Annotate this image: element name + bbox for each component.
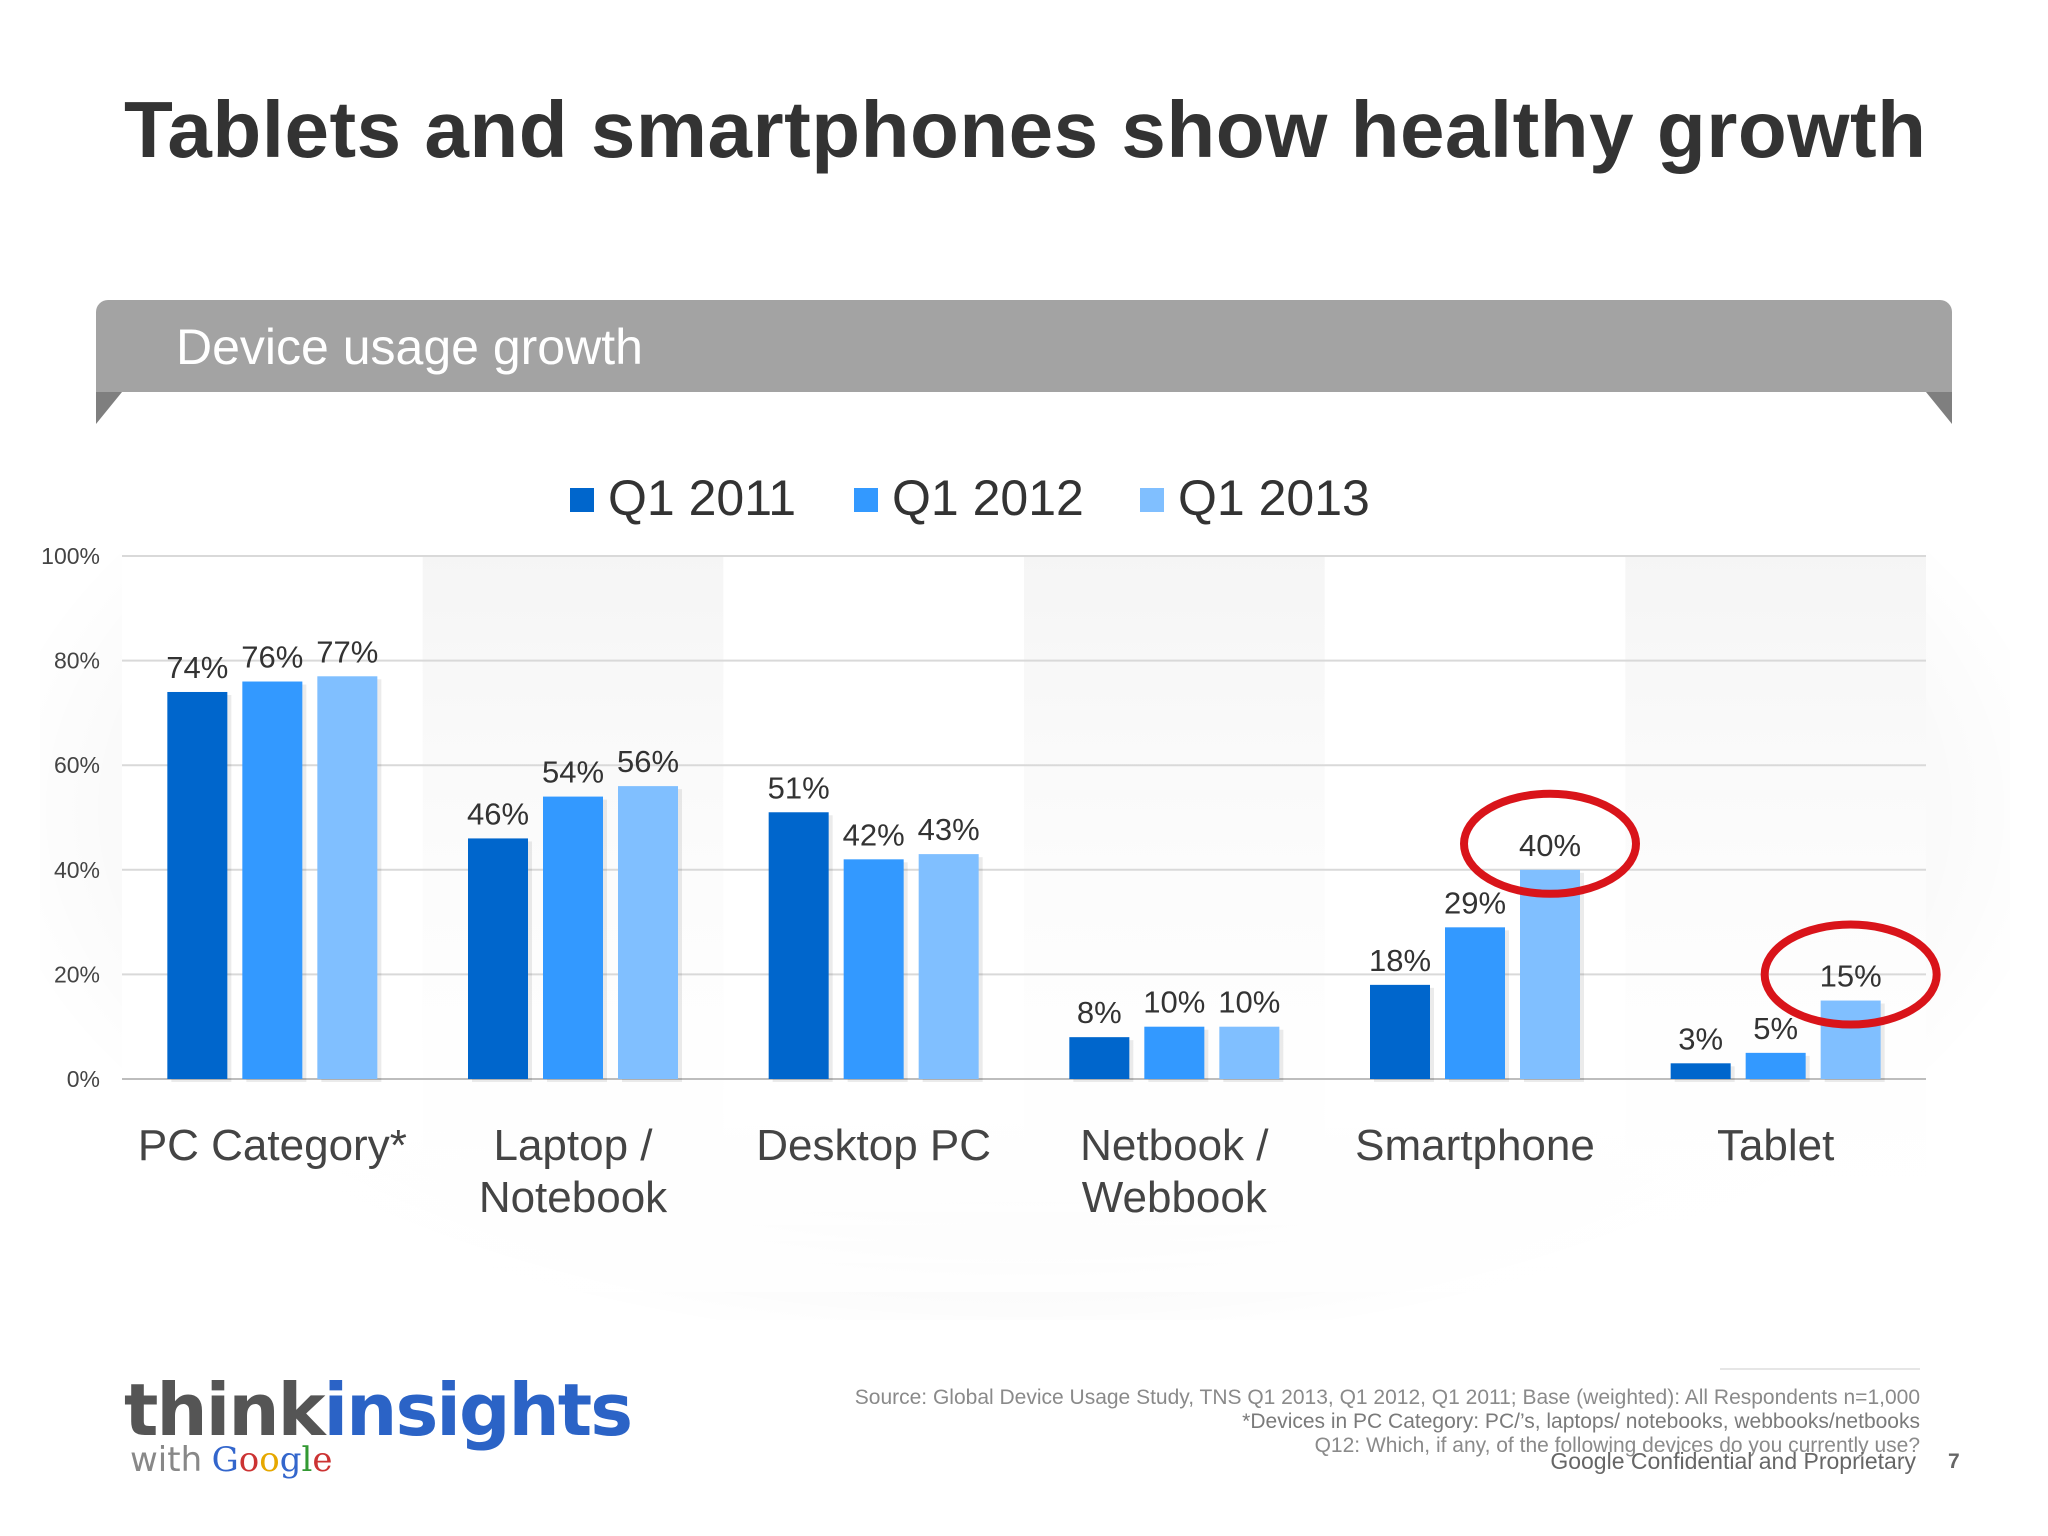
data-label: 43%	[918, 812, 980, 847]
legend-label: Q1 2013	[1178, 470, 1370, 526]
data-label: 15%	[1820, 959, 1882, 994]
data-label: 18%	[1369, 943, 1431, 978]
thinkinsights-logo: thinkinsights	[124, 1368, 634, 1452]
logo-with-text: with	[130, 1440, 203, 1480]
google-letter: e	[312, 1440, 333, 1480]
google-letter: o	[238, 1440, 260, 1480]
highlight-ellipse	[1760, 920, 1941, 1029]
y-tick-label: 40%	[54, 857, 100, 883]
category-label: Laptop / Notebook	[479, 1121, 668, 1222]
legend-swatch	[854, 488, 878, 512]
google-letter: o	[259, 1440, 280, 1480]
logo-think-text: think	[124, 1368, 325, 1452]
y-tick-label: 0%	[67, 1066, 100, 1092]
bar	[468, 838, 528, 1079]
footnote-line: *Devices in PC Category: PC/’s, laptops/…	[1242, 1410, 1920, 1433]
category-label: Tablet	[1717, 1121, 1834, 1170]
category-label: Netbook / Webbook	[1080, 1121, 1269, 1222]
data-label: 40%	[1519, 828, 1581, 863]
panel-header	[96, 300, 1952, 392]
category-shade	[1024, 556, 1325, 1296]
page-number: 7	[1948, 1450, 1960, 1473]
y-tick-label: 60%	[54, 752, 100, 778]
source-notes: Source: Global Device Usage Study, TNS Q…	[855, 1386, 1920, 1458]
panel-header-fold-right	[1926, 392, 1952, 424]
bar	[1670, 1063, 1731, 1079]
bar	[1820, 1000, 1881, 1079]
data-label: 56%	[617, 744, 679, 779]
bar	[1445, 927, 1505, 1079]
data-label: 51%	[768, 770, 830, 805]
data-label: 46%	[467, 796, 529, 831]
bar	[1219, 1026, 1280, 1079]
category-label: PC Category*	[138, 1121, 407, 1170]
legend-swatch	[1140, 488, 1164, 512]
panel-header-fold-left	[96, 392, 122, 424]
legend-swatch	[570, 488, 594, 512]
bar	[768, 812, 829, 1079]
bar	[918, 854, 979, 1079]
google-letter: g	[279, 1440, 302, 1480]
data-label: 8%	[1077, 995, 1122, 1030]
data-label: 76%	[241, 640, 303, 675]
panel-title: Device usage growth	[176, 319, 643, 375]
data-label: 5%	[1753, 1011, 1798, 1046]
confidential-notice: Google Confidential and Proprietary	[1550, 1448, 1916, 1474]
data-label: 77%	[316, 634, 378, 669]
bar	[618, 786, 678, 1079]
google-wordmark: Google	[211, 1440, 333, 1480]
highlight-ellipse	[1460, 789, 1640, 898]
source-line: Source: Global Device Usage Study, TNS Q…	[854, 1386, 1920, 1409]
y-tick-label: 80%	[54, 648, 100, 674]
logo-insights-text: insights	[323, 1368, 634, 1452]
bar	[1370, 984, 1430, 1079]
with-google-logo: with Google	[130, 1440, 333, 1480]
bar	[242, 681, 303, 1079]
data-label: 10%	[1218, 985, 1280, 1020]
source-divider	[1720, 1368, 1920, 1370]
data-label: 29%	[1444, 885, 1506, 920]
bar	[317, 676, 378, 1079]
question-line: Q12: Which, if any, of the following dev…	[1314, 1434, 1920, 1457]
legend-label: Q1 2012	[892, 470, 1084, 526]
google-letter: G	[211, 1440, 239, 1480]
bar	[1144, 1026, 1205, 1079]
category-label: Smartphone	[1355, 1121, 1595, 1170]
data-label: 3%	[1678, 1021, 1723, 1056]
data-label: 74%	[166, 650, 228, 685]
data-label: 42%	[843, 817, 905, 852]
data-label: 10%	[1143, 985, 1205, 1020]
y-tick-label: 20%	[54, 961, 100, 987]
slide-title: Tablets and smartphones show healthy gro…	[124, 85, 1927, 174]
bar	[1745, 1052, 1806, 1079]
bar	[1069, 1037, 1130, 1079]
category-label: Desktop PC	[756, 1121, 991, 1170]
y-tick-label: 100%	[41, 543, 100, 569]
bar	[543, 796, 603, 1079]
bar	[1520, 869, 1580, 1079]
bar	[843, 859, 904, 1079]
data-label: 54%	[542, 755, 604, 790]
legend-label: Q1 2011	[608, 470, 796, 526]
google-letter: l	[301, 1440, 313, 1480]
bar	[167, 691, 228, 1079]
